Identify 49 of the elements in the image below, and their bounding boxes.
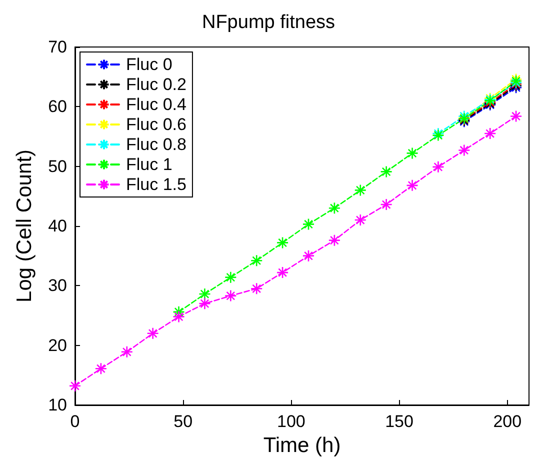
- point: [510, 110, 522, 122]
- point: [302, 218, 315, 230]
- x-tick-label: 150: [385, 412, 414, 431]
- point: [198, 288, 211, 300]
- legend-label: Fluc 0.4: [126, 95, 186, 114]
- point: [328, 202, 341, 214]
- point: [302, 250, 315, 262]
- point: [68, 380, 82, 392]
- legend-label: Fluc 0.8: [126, 135, 186, 154]
- point: [224, 290, 237, 302]
- y-tick-label: 60: [48, 97, 67, 116]
- point: [250, 282, 263, 295]
- point: [120, 346, 134, 358]
- x-tick-label: 50: [174, 412, 193, 431]
- legend-label: Fluc 0.2: [126, 75, 186, 94]
- x-tick-label: 0: [70, 412, 80, 431]
- legend-label: Fluc 0.6: [126, 115, 186, 134]
- legend-label: Fluc 1.5: [126, 175, 186, 194]
- legend-label: Fluc 1: [126, 155, 172, 174]
- x-tick-label: 100: [277, 412, 306, 431]
- y-tick-label: 40: [48, 216, 67, 236]
- point: [276, 236, 289, 249]
- point: [484, 127, 496, 140]
- y-tick-label: 20: [48, 336, 67, 355]
- point: [224, 271, 237, 284]
- y-tick-label: 50: [48, 156, 67, 176]
- point: [94, 362, 108, 375]
- x-tick-label: 200: [493, 412, 522, 431]
- y-tick-label: 10: [48, 396, 67, 414]
- x-axis-title: Time (h): [263, 434, 341, 457]
- point: [328, 234, 341, 246]
- point: [406, 147, 418, 160]
- y-axis-title: Log (Cell Count): [13, 150, 36, 302]
- point: [458, 144, 470, 156]
- legend-label: Fluc 0: [126, 55, 172, 74]
- point: [198, 297, 211, 310]
- point: [380, 198, 392, 211]
- point: [276, 266, 289, 279]
- point: [354, 184, 367, 196]
- point: [354, 214, 367, 226]
- y-tick-label: 70: [48, 38, 67, 56]
- point: [432, 160, 444, 174]
- point: [146, 327, 159, 340]
- chart-title: NFpump fitness: [202, 12, 336, 33]
- point: [172, 310, 185, 323]
- point: [250, 254, 263, 267]
- point: [380, 166, 392, 178]
- y-tick-label: 30: [48, 276, 67, 296]
- point: [406, 179, 418, 192]
